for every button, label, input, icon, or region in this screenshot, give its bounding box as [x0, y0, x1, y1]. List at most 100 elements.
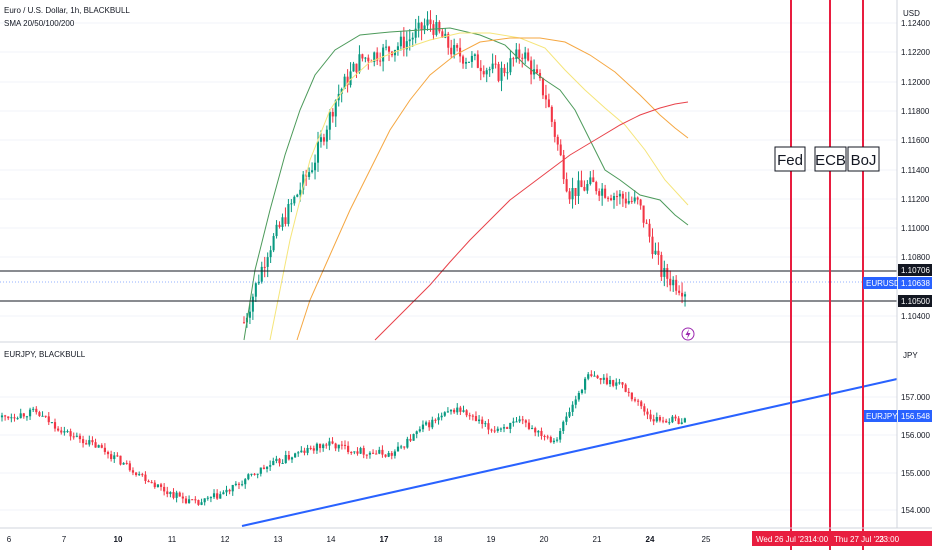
- candle-body: [355, 63, 358, 73]
- lightning-icon[interactable]: [681, 327, 695, 341]
- candle-body: [506, 72, 509, 74]
- top-tick-0: 1.12400: [901, 19, 930, 28]
- time-label-11: 11: [168, 535, 177, 544]
- bottom-tick-0: 157.000: [901, 393, 930, 402]
- candle-body: [400, 446, 403, 448]
- candle-body: [559, 144, 562, 156]
- candle-body: [568, 191, 571, 200]
- candle-body: [358, 54, 361, 73]
- candle-body: [347, 445, 350, 453]
- candle-body: [163, 486, 166, 492]
- event-labels[interactable]: Fed ECB BoJ: [774, 146, 880, 172]
- candle-body: [652, 419, 655, 422]
- top-price-scale[interactable]: USD 1.12400 1.12200 1.12000 1.11800 1.11…: [901, 9, 930, 321]
- candle-body: [604, 188, 607, 198]
- candle-body: [290, 457, 294, 460]
- time-label-7: 7: [62, 535, 67, 544]
- candle-body: [490, 429, 493, 431]
- candle-body: [654, 250, 657, 255]
- candle-body: [565, 416, 568, 422]
- candle-body: [378, 449, 381, 454]
- candle-body: [322, 444, 325, 449]
- candle-body: [420, 22, 423, 30]
- time-axis[interactable]: 6 7 10 11 12 13 14 17 18 19 20 21 24 25: [7, 535, 711, 544]
- candle-body: [187, 499, 191, 504]
- candle-body: [156, 484, 160, 488]
- candle-body: [361, 54, 364, 59]
- candle-body: [337, 444, 340, 449]
- candle-body: [637, 400, 640, 402]
- bottom-pane-title: EURJPY, BLACKBULL: [4, 350, 86, 359]
- candle-body: [496, 428, 499, 431]
- candle-body: [328, 111, 331, 130]
- candle-body: [666, 268, 669, 279]
- time-label-19: 19: [487, 535, 496, 544]
- candle-body: [538, 72, 542, 79]
- candle-body: [106, 451, 110, 455]
- eurjpy-trendline[interactable]: [241, 378, 898, 527]
- candle-body: [134, 472, 138, 476]
- candle-body: [94, 442, 97, 448]
- candle-body: [253, 473, 256, 475]
- candle-body: [257, 281, 260, 284]
- candle-body: [113, 455, 116, 460]
- candle-body: [364, 57, 367, 59]
- candle-body: [583, 186, 586, 191]
- candle-body: [543, 435, 546, 437]
- candle-body: [352, 63, 355, 72]
- candle-body: [144, 474, 147, 481]
- candle-body: [521, 57, 524, 59]
- candle-body: [241, 484, 244, 486]
- sma-50-line: [269, 32, 689, 341]
- candle-body: [643, 406, 646, 412]
- candle-body: [272, 460, 275, 466]
- candle-body: [191, 499, 194, 501]
- candle-body: [47, 416, 50, 423]
- candle-body: [494, 63, 497, 65]
- candle-body: [216, 493, 219, 499]
- candle-body: [122, 462, 125, 465]
- bottom-tick-2: 155.000: [901, 469, 930, 478]
- candle-body: [396, 46, 399, 51]
- event-lines[interactable]: [790, 0, 864, 550]
- candle-body: [456, 45, 459, 48]
- candle-body: [537, 430, 540, 433]
- candle-body: [309, 447, 312, 449]
- candle-body: [417, 22, 420, 29]
- candle-body: [447, 33, 450, 48]
- candle-body: [331, 441, 334, 444]
- candle-body: [648, 223, 651, 237]
- candle-body: [44, 415, 47, 417]
- candle-body: [547, 99, 550, 107]
- candle-body: [590, 374, 593, 376]
- candle-body: [421, 424, 425, 430]
- pane-titles[interactable]: Euro / U.S. Dollar, 1h, BLACKBULL SMA 20…: [4, 6, 130, 359]
- candle-body: [443, 412, 446, 416]
- candle-body: [672, 279, 675, 286]
- candle-body: [159, 484, 163, 487]
- candle-body: [287, 455, 290, 460]
- candle-body: [473, 54, 476, 56]
- candle-body: [506, 427, 509, 429]
- candle-body: [234, 483, 237, 485]
- candle-body: [612, 380, 615, 386]
- top-tick-6: 1.11200: [901, 195, 930, 204]
- candle-body: [353, 451, 356, 453]
- candle-body: [299, 189, 302, 195]
- bottom-price-scale[interactable]: JPY 157.000 156.000 155.000 154.000: [901, 351, 930, 515]
- candle-body: [340, 88, 343, 94]
- candle-body: [627, 391, 630, 393]
- candle-body: [485, 70, 488, 75]
- candle-body: [308, 172, 311, 177]
- candle-body: [325, 129, 328, 142]
- candle-body: [640, 401, 643, 407]
- candle-body: [116, 455, 119, 457]
- candle-body: [316, 141, 320, 163]
- event-date-fed: Wed 26 Jul '23: [756, 535, 809, 544]
- candle-body: [209, 497, 213, 499]
- time-label-24: 24: [646, 535, 655, 544]
- candle-body: [322, 137, 325, 142]
- candle-body: [290, 203, 293, 205]
